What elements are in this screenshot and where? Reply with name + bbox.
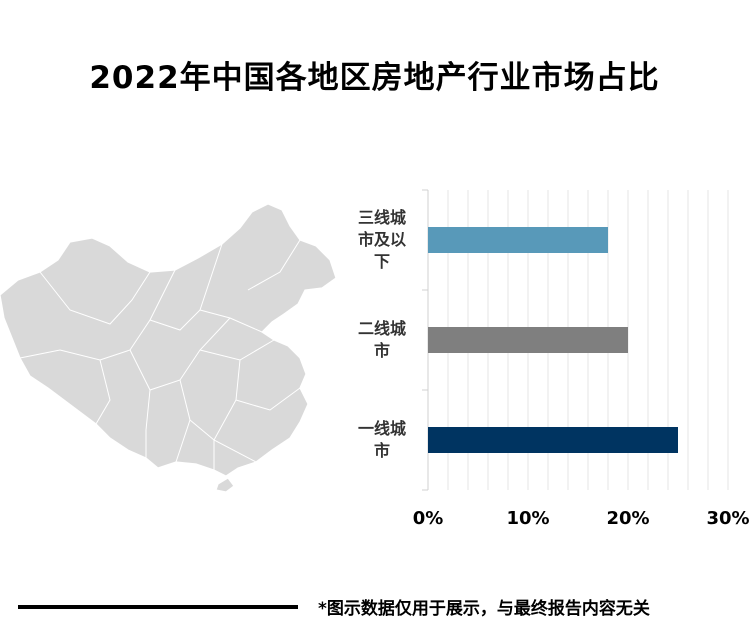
bar-3 — [428, 427, 678, 453]
category-label-line: 市 — [373, 441, 390, 460]
category-label-line: 下 — [373, 252, 390, 271]
category-label: 二线城市 — [352, 318, 412, 362]
category-label: 三线城 市及以下 — [352, 207, 412, 273]
x-tick-label: 20% — [606, 508, 650, 529]
category-label: 一线城市 — [352, 418, 412, 462]
x-tick-label: 0% — [412, 508, 444, 529]
bar-2 — [428, 327, 628, 353]
category-label-line: 一线城 — [357, 419, 406, 438]
footnote: *图示数据仅用于展示，与最终报告内容无关 — [318, 599, 650, 619]
category-label-line: 市及以 — [357, 230, 406, 249]
category-label-line: 市 — [373, 341, 390, 360]
bar-1 — [428, 227, 608, 253]
x-tick-label: 10% — [506, 508, 550, 529]
footnote-divider — [18, 605, 298, 609]
x-tick-label: 30% — [706, 508, 749, 529]
category-label-line: 三线城 — [357, 208, 406, 227]
china-map-illustration — [0, 203, 337, 493]
category-label-line: 二线城 — [357, 319, 406, 338]
chart-title: 2022年中国各地区房地产行业市场占比 — [89, 60, 660, 96]
